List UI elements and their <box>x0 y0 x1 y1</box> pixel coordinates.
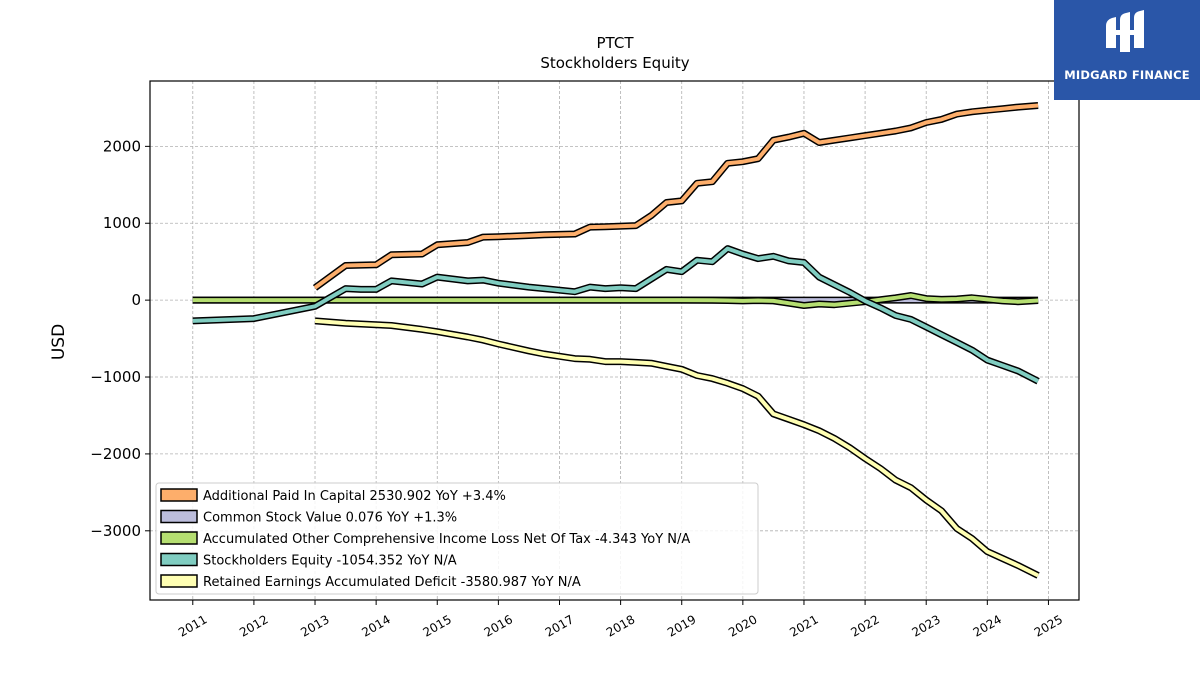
legend-swatch <box>160 488 198 502</box>
series-4 <box>314 317 1040 579</box>
legend-swatch <box>160 574 198 588</box>
x-tick-label: 2017 <box>543 612 576 639</box>
x-tick-label: 2022 <box>848 612 881 639</box>
x-tick-label: 2011 <box>176 612 209 639</box>
y-tick-label: −2000 <box>90 445 141 463</box>
series-2 <box>192 292 1039 309</box>
series-lines <box>192 102 1040 579</box>
x-axis: 2011 2012 2013 2014 2015 2016 2017 2018 2019 2020… <box>176 600 1065 640</box>
x-tick-label: 2020 <box>726 612 759 639</box>
x-tick-label: 2023 <box>909 612 942 639</box>
legend-entry: Retained Earnings Accumulated Deficit -3… <box>203 575 581 590</box>
chart-subtitle: Stockholders Equity <box>540 54 689 72</box>
brand-name: MIDGARD FINANCE <box>1064 68 1190 82</box>
legend: Additional Paid In Capital 2530.902 YoY … <box>155 482 759 595</box>
legend-entry: Accumulated Other Comprehensive Income L… <box>203 532 690 547</box>
series-line <box>314 318 1039 578</box>
x-tick-label: 2012 <box>237 612 270 639</box>
x-tick-label: 2021 <box>787 612 820 639</box>
legend-swatch <box>160 509 198 524</box>
x-tick-label: 2025 <box>1032 612 1065 639</box>
y-tick-label: −1000 <box>90 368 141 386</box>
legend-box <box>155 482 759 595</box>
series-line <box>192 246 1040 383</box>
y-tick-label: 2000 <box>103 137 141 155</box>
x-tick-label: 2016 <box>482 612 515 639</box>
x-tick-label: 2014 <box>359 612 392 639</box>
chart-title: PTCT <box>597 34 635 52</box>
series-0 <box>312 102 1039 291</box>
legend-swatch <box>160 552 198 567</box>
brand-logo: MIDGARD FINANCE <box>1054 0 1200 100</box>
x-tick-label: 2018 <box>604 612 637 639</box>
series-3 <box>192 245 1040 385</box>
legend-entry: Common Stock Value 0.076 YoY +1.3% <box>203 511 457 526</box>
legend-entry: Additional Paid In Capital 2530.902 YoY … <box>203 489 506 504</box>
series-outline <box>312 102 1039 291</box>
brand-mark-icon <box>1106 10 1144 52</box>
x-tick-label: 2024 <box>971 612 1004 639</box>
x-tick-label: 2019 <box>665 612 698 639</box>
y-axis: −3000 −2000 −1000 0 1000 2000 <box>90 137 150 540</box>
x-tick-label: 2013 <box>298 612 331 639</box>
series-line <box>192 293 1039 308</box>
y-tick-label: −3000 <box>90 522 141 540</box>
series-line <box>313 103 1039 290</box>
legend-entry: Stockholders Equity -1054.352 YoY N/A <box>203 554 457 569</box>
y-tick-label: 1000 <box>103 214 141 232</box>
y-tick-label: 0 <box>131 291 141 309</box>
legend-swatch <box>160 531 198 545</box>
y-axis-label: USD <box>49 324 69 360</box>
plot-frame <box>149 80 1080 601</box>
x-tick-label: 2015 <box>421 612 454 639</box>
